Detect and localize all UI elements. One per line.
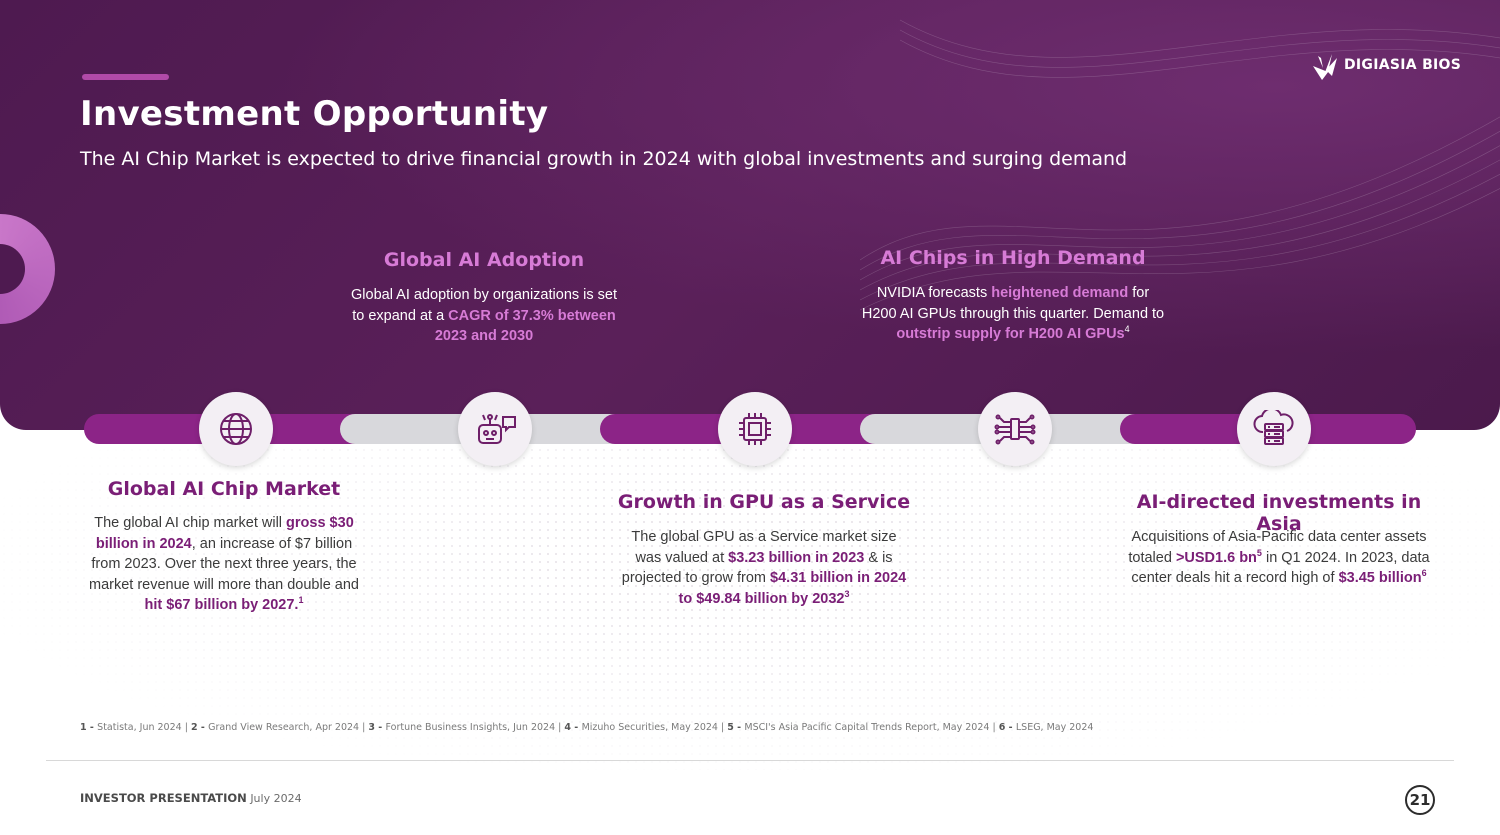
footnote-text: MSCI's Asia Pacific Capital Trends Repor… bbox=[744, 722, 990, 733]
highlight-text: 3 bbox=[844, 588, 850, 599]
footnote-separator: | bbox=[181, 722, 191, 733]
footnote-text: Grand View Research, Apr 2024 bbox=[208, 722, 360, 733]
highlight-text: 1 bbox=[298, 595, 304, 606]
footnote-text: Fortune Business Insights, Jun 2024 bbox=[385, 722, 556, 733]
body-text: The global AI chip market will bbox=[94, 515, 287, 531]
highlight-text: $3.45 billion bbox=[1338, 570, 1422, 586]
company-logo: DIGIASIA BIOS bbox=[1310, 48, 1461, 82]
footnote-number: 6 - bbox=[998, 722, 1016, 733]
logo-mark-icon bbox=[1313, 54, 1337, 80]
decorative-wave bbox=[860, 19, 1500, 311]
cloud-server-icon bbox=[1253, 410, 1294, 445]
highlight-text: outstrip supply for H200 AI GPUs bbox=[896, 326, 1125, 342]
timeline-node-3 bbox=[718, 392, 792, 466]
card-gpu-service-title: Growth in GPU as a Service bbox=[617, 491, 911, 513]
body-text: The global GPU as a Service market size … bbox=[631, 529, 897, 566]
page-subtitle: The AI Chip Market is expected to drive … bbox=[80, 148, 1128, 170]
highlight-text: $3.23 billion in 2023 bbox=[728, 549, 865, 566]
globe-icon bbox=[220, 413, 252, 445]
footer-divider bbox=[46, 760, 1454, 761]
circuit-icon bbox=[994, 414, 1036, 445]
footnote-number: 1 - bbox=[80, 722, 98, 733]
footnote-separator: | bbox=[555, 722, 565, 733]
footnote-text: Mizuho Securities, May 2024 bbox=[581, 722, 718, 733]
body-text: NVIDIA forecasts bbox=[876, 285, 992, 301]
card-global-ai-adoption-title: Global AI Adoption bbox=[383, 249, 585, 271]
footnote-number: 5 - bbox=[727, 722, 745, 733]
footer-label: INVESTOR PRESENTATION bbox=[80, 791, 247, 805]
logo-text: DIGIASIA BIOS bbox=[1344, 57, 1462, 73]
hero-banner bbox=[0, 0, 1500, 430]
card-ai-chips-demand-title: AI Chips in High Demand bbox=[880, 247, 1146, 269]
chip-icon bbox=[739, 413, 771, 445]
highlight-text: gross $30 billion in 2024 bbox=[95, 515, 354, 552]
highlight-text: 5 bbox=[1256, 547, 1262, 558]
timeline-node-5 bbox=[1237, 392, 1311, 466]
body-text: Acquisitions of Asia-Pacific data center… bbox=[1128, 529, 1427, 566]
body-text: , an increase of $7 billion from 2023. O… bbox=[88, 535, 359, 593]
highlight-text: 6 bbox=[1421, 568, 1427, 579]
page-number: 21 bbox=[1405, 785, 1435, 815]
body-text: in Q1 2024. In 2023, data center deals h… bbox=[1131, 549, 1430, 587]
footnote-text: LSEG, May 2024 bbox=[1015, 722, 1094, 733]
dot-pattern bbox=[0, 430, 1500, 770]
footnote-number: 3 - bbox=[368, 722, 386, 733]
footnotes: 1 - Statista, Jun 2024 | 2 - Grand View … bbox=[80, 722, 1093, 733]
footer: INVESTOR PRESENTATION July 2024 bbox=[80, 791, 302, 805]
card-asia-investments-body: Acquisitions of Asia-Pacific data center… bbox=[1120, 527, 1438, 589]
highlight-text: hit $67 billion by 2027. bbox=[144, 597, 299, 613]
page-title: Investment Opportunity bbox=[80, 94, 549, 134]
footnote-text: Statista, Jun 2024 bbox=[97, 722, 182, 733]
footnote-separator: | bbox=[717, 722, 728, 733]
footnote-separator: | bbox=[989, 722, 999, 733]
footnote-number: 2 - bbox=[190, 722, 209, 733]
card-gpu-service-body: The global GPU as a Service market size … bbox=[620, 527, 908, 609]
card-ai-chips-demand-body: NVIDIA forecasts heightened demand for H… bbox=[858, 283, 1168, 345]
title-accent-bar bbox=[82, 74, 169, 80]
highlight-text: $4.31 billion in 2024 to $49.84 billion … bbox=[678, 570, 907, 607]
highlight-text: >USD1.6 bn bbox=[1175, 549, 1257, 566]
timeline-node-1 bbox=[199, 392, 273, 466]
card-ai-chip-market-body: The global AI chip market will gross $30… bbox=[82, 513, 366, 616]
footnote-separator: | bbox=[359, 722, 369, 733]
card-global-ai-adoption-body: Global AI adoption by organizations is s… bbox=[344, 285, 624, 347]
highlight-text: heightened demand bbox=[991, 285, 1129, 301]
footer-date: July 2024 bbox=[250, 792, 302, 805]
footnote-number: 4 - bbox=[564, 722, 582, 733]
highlight-text: CAGR of 37.3% between 2023 and 2030 bbox=[434, 307, 616, 345]
timeline-node-4 bbox=[978, 392, 1052, 466]
timeline-node-2 bbox=[458, 392, 532, 466]
body-text: & is projected to grow from bbox=[621, 549, 893, 587]
body-text: Global AI adoption by organizations is s… bbox=[351, 287, 617, 324]
body-text: for H200 AI GPUs through this quarter. D… bbox=[861, 285, 1165, 322]
robot-chat-icon bbox=[478, 414, 516, 444]
body-text: 4 bbox=[1124, 324, 1130, 335]
card-asia-investments-title: AI-directed investments in Asia bbox=[1136, 491, 1422, 535]
card-ai-chip-market-title: Global AI Chip Market bbox=[107, 478, 341, 500]
